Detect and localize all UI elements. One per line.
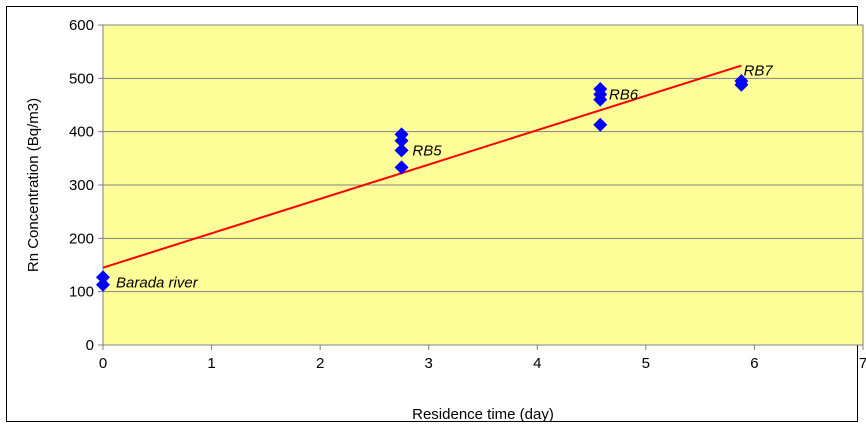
annotations: Barada river RB5 RB6 RB7 — [116, 62, 773, 291]
point-annotation: Barada river — [116, 275, 199, 292]
data-point — [593, 92, 608, 107]
x-tick-label: 1 — [207, 355, 215, 372]
data-point — [96, 270, 110, 285]
point-annotation: RB7 — [744, 62, 774, 79]
point-annotation: RB5 — [412, 142, 442, 159]
grid-lines — [103, 77, 863, 293]
x-tick-label: 6 — [750, 355, 758, 372]
y-tick-label: 200 — [69, 230, 94, 247]
trendline-group — [102, 64, 742, 269]
data-point — [96, 277, 110, 292]
y-tick-label: 400 — [69, 124, 94, 141]
data-point — [394, 160, 409, 175]
x-tick-label: 5 — [642, 355, 650, 372]
x-tick-label: 7 — [859, 355, 866, 372]
trendline — [102, 64, 742, 269]
y-tick-label: 0 — [86, 337, 94, 354]
axes: 0 100 200 300 400 500 600 0 1 2 3 4 5 6 7 — [69, 17, 866, 372]
data-point — [593, 117, 608, 132]
x-tick-label: 2 — [316, 355, 324, 372]
y-tick-label: 600 — [69, 17, 94, 34]
data-point — [734, 77, 749, 92]
x-tick-label: 4 — [533, 355, 541, 372]
x-axis-title: Residence time (day) — [412, 406, 554, 423]
y-tick-label: 100 — [69, 284, 94, 301]
x-tick-label: 0 — [99, 355, 107, 372]
y-axis-title: Rn Concentration (Bq/m3) — [25, 98, 42, 272]
y-tick-label: 300 — [69, 177, 94, 194]
x-tick-label: 3 — [425, 355, 433, 372]
point-annotation: RB6 — [609, 86, 639, 103]
y-tick-label: 500 — [69, 70, 94, 87]
data-point — [394, 143, 409, 158]
data-points — [96, 74, 749, 292]
data-point — [394, 133, 409, 148]
